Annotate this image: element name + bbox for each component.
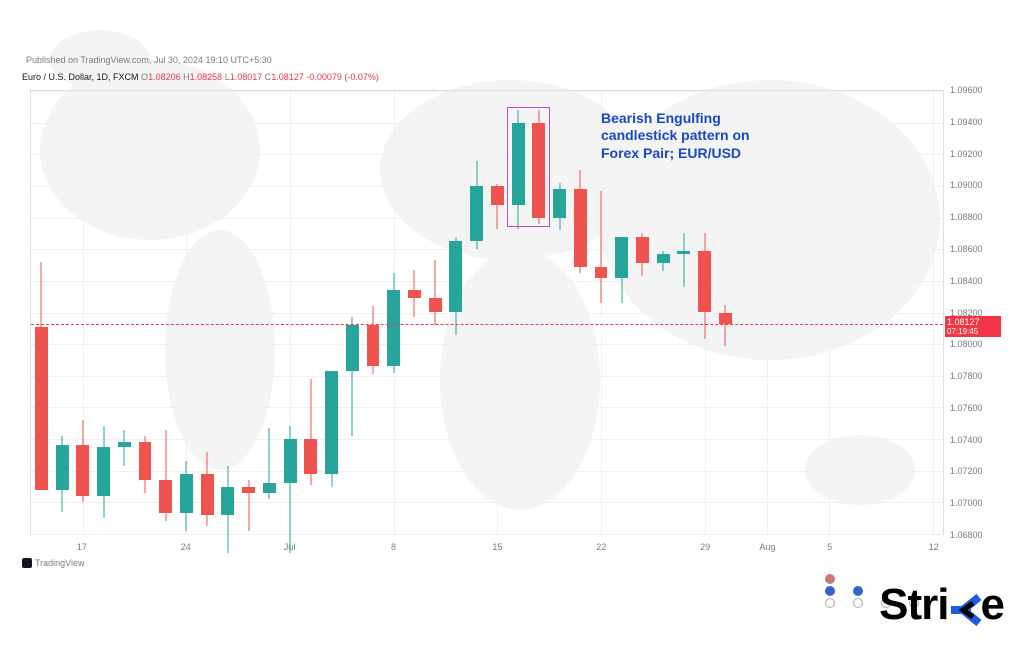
y-tick-label: 1.07600 [950,403,983,413]
candle[interactable] [263,91,276,534]
candle[interactable] [325,91,338,534]
strike-logo: Stri e [879,580,1004,630]
candle[interactable] [470,91,483,534]
y-tick-label: 1.07400 [950,435,983,445]
published-line: Published on TradingView.com, Jul 30, 20… [26,55,272,65]
pattern-annotation: Bearish Engulfingcandlestick pattern onF… [601,110,750,163]
tradingview-badge: TradingView [22,558,85,568]
x-tick-label: 12 [929,542,939,552]
y-tick-label: 1.07200 [950,466,983,476]
y-tick-label: 1.06800 [950,530,983,540]
candle[interactable] [159,91,172,534]
x-tick-label: 29 [700,542,710,552]
candle[interactable] [553,91,566,534]
x-tick-label: 5 [827,542,832,552]
event-dot-icon [853,586,863,596]
candle[interactable] [449,91,462,534]
candle[interactable] [139,91,152,534]
candle[interactable] [491,91,504,534]
symbol-label: Euro / U.S. Dollar, 1D, FXCM [22,72,139,82]
y-tick-label: 1.08800 [950,212,983,222]
x-tick-label: Aug [759,542,775,552]
y-tick-label: 1.09400 [950,117,983,127]
y-tick-label: 1.08400 [950,276,983,286]
candle[interactable] [35,91,48,534]
x-tick-label: 15 [492,542,502,552]
y-tick-label: 1.08600 [950,244,983,254]
plot-area[interactable]: 1.0812707:19:45Bearish Engulfingcandlest… [30,90,944,535]
candle[interactable] [367,91,380,534]
event-dot-icon [853,598,863,608]
y-tick-label: 1.09200 [950,149,983,159]
candle[interactable] [346,91,359,534]
logo-text-b: e [981,580,1004,630]
y-tick-label: 1.09000 [950,180,983,190]
current-price-line [31,324,943,325]
candle[interactable] [56,91,69,534]
candle[interactable] [118,91,131,534]
candle[interactable] [221,91,234,534]
y-tick-label: 1.09600 [950,85,983,95]
candle[interactable] [284,91,297,534]
candle[interactable] [574,91,587,534]
tradingview-icon [22,558,32,568]
logo-arrow-icon [949,588,981,622]
candle[interactable] [76,91,89,534]
x-tick-label: 22 [596,542,606,552]
x-tick-label: Jul [284,542,296,552]
candle[interactable] [408,91,421,534]
x-tick-label: 8 [391,542,396,552]
candle[interactable] [242,91,255,534]
x-axis: 17 24 Jul 8 15 22 29 Aug 5 12 [30,538,944,560]
candle[interactable] [304,91,317,534]
y-tick-label: 1.08000 [950,339,983,349]
candle[interactable] [387,91,400,534]
y-tick-label: 1.07800 [950,371,983,381]
candle[interactable] [97,91,110,534]
pattern-highlight-box [507,107,551,227]
ohlc-values: O1.08206 H1.08258 L1.08017 C1.08127 -0.0… [141,72,379,82]
x-tick-label: 24 [181,542,191,552]
candle[interactable] [429,91,442,534]
y-axis: 1.096001.094001.092001.090001.088001.086… [946,90,1004,535]
y-tick-label: 1.07000 [950,498,983,508]
event-dot-icon [825,574,835,584]
candle[interactable] [201,91,214,534]
event-dot-icon [825,598,835,608]
tradingview-text: TradingView [35,558,85,568]
event-dot-icon [825,586,835,596]
candle[interactable] [180,91,193,534]
ohlc-readout: Euro / U.S. Dollar, 1D, FXCM O1.08206 H1… [22,72,379,82]
x-tick-label: 17 [77,542,87,552]
price-flag: 1.0812707:19:45 [945,316,1001,337]
logo-text-a: Stri [879,580,948,630]
chart-container: 1.0812707:19:45 Bearish Engulfingcandlest… [20,50,1004,560]
